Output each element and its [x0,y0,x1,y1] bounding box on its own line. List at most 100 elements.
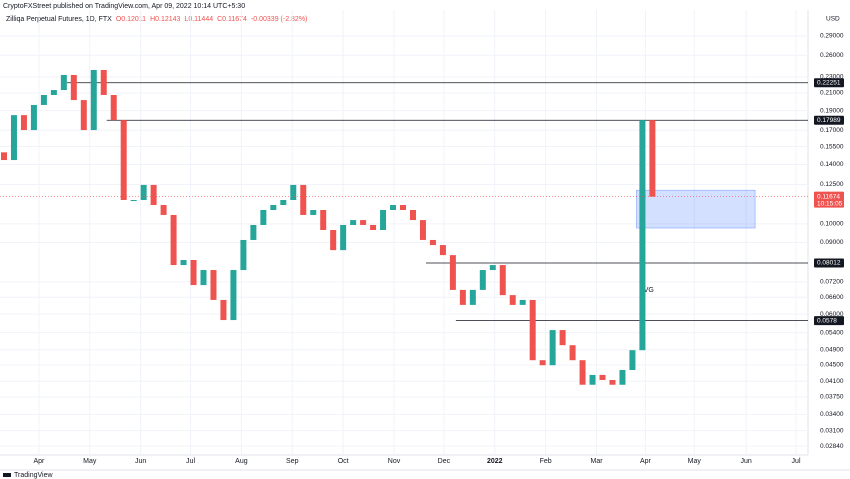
candle-body [230,270,237,321]
candle-body [649,120,656,197]
candle-body [439,245,446,256]
y-tick-label: 0.15500 [820,143,844,150]
candle-body [609,379,616,385]
candle-body [370,224,377,231]
candle-body [280,200,287,206]
candle-body [240,239,247,271]
y-tick-label: 0.10000 [820,221,844,228]
candle-body [390,205,397,210]
candle-body [569,345,576,361]
candle-body [559,330,566,346]
last-price-tag [814,191,844,208]
candle-body [320,209,327,231]
x-tick-label: Aug [235,458,248,465]
candle-body [50,90,57,95]
countdown: 10:15:05 [817,200,843,207]
candle-body [30,104,37,131]
x-tick-label: Apr [640,458,652,465]
x-tick-label: Dec [438,458,451,465]
level-label: 0.17989 [817,117,841,124]
x-tick-label: Feb [540,458,552,465]
candle-body [260,209,267,225]
candle-body [599,374,606,380]
ohlc-value: L0.11444 [184,16,213,23]
fvg-label: FVG [639,287,653,294]
candle-body [629,350,636,371]
candle-body [300,184,307,215]
candle-body [519,299,526,305]
x-tick-label: Apr [33,458,45,465]
y-tick-label: 0.05400 [820,329,844,336]
candle-body [40,94,47,105]
candle-body [409,209,416,221]
candle-body [10,115,17,161]
candle-body [140,184,147,201]
x-tick-label: Jul [792,458,801,465]
last-price-label: 0.11674 [817,193,840,200]
logo [3,473,11,477]
level-tag [814,258,844,268]
y-tick-label: 0.03100 [820,427,844,434]
candle-body [80,100,87,131]
x-tick-label: May [83,458,97,465]
x-tick-label: Jul [186,458,195,465]
level-tag [814,316,844,326]
x-tick-label: Jun [135,458,146,465]
candle-body [20,115,27,131]
x-tick-label: May [688,458,702,465]
candle-body [290,184,297,201]
candle-body [200,270,207,286]
y-tick-label: 0.21000 [820,90,844,97]
level-label: 0.22251 [817,79,841,86]
published-note: CryptoFXStreet published on TradingView.… [3,3,245,10]
candle-body [310,209,317,215]
candle-body [220,299,227,321]
candle-body [90,69,97,131]
candle-body [150,184,157,206]
candle-body [130,200,137,202]
x-tick-label: Nov [388,458,401,465]
x-tick-label: Jun [741,458,752,465]
footer-brand: TradingView [14,472,53,479]
x-tick-label: Mar [590,458,603,465]
y-tick-label: 0.12500 [820,181,844,188]
candle-body [639,120,646,351]
ohlc-value: C0.11674 [217,16,247,23]
level-tag [814,115,844,125]
candle-body [509,295,516,305]
candle-body [479,270,486,290]
ohlc-value: H0.12143 [150,16,180,23]
y-tick-label: 0.17000 [820,127,844,134]
y-tick-label: 0.06000 [820,311,844,318]
candle-body [549,330,556,366]
candle-body [579,360,586,385]
ohlc-value: -0.00339 (-2.82%) [251,16,307,23]
y-tick-label: 0.04500 [820,362,844,369]
y-tick-label: 0.03400 [820,411,844,418]
candle-body [190,260,197,286]
candle-body [380,209,387,231]
symbol: Zilliqa Perpetual Futures, 1D, FTX [6,16,112,23]
candle-body [360,220,367,225]
candle-body [210,270,217,300]
y-tick-label: 0.04900 [820,347,844,354]
candle-body [489,265,496,271]
candle-body [529,299,536,361]
candle-body [100,69,107,95]
candle-body [170,214,177,266]
candle-body [469,289,476,305]
candle-body [60,74,67,91]
candle-body [589,374,596,385]
candle-body [180,260,187,266]
candle-body [419,220,426,240]
candle-body [160,205,167,215]
candle-body [250,224,257,240]
candle-body [459,289,466,305]
y-tick-label: 0.02840 [820,443,844,450]
currency: USD [826,16,840,23]
candle-body [270,205,277,210]
level-label: 0.0578 [817,317,837,324]
candle-body [340,224,347,251]
candle-body [120,120,127,201]
